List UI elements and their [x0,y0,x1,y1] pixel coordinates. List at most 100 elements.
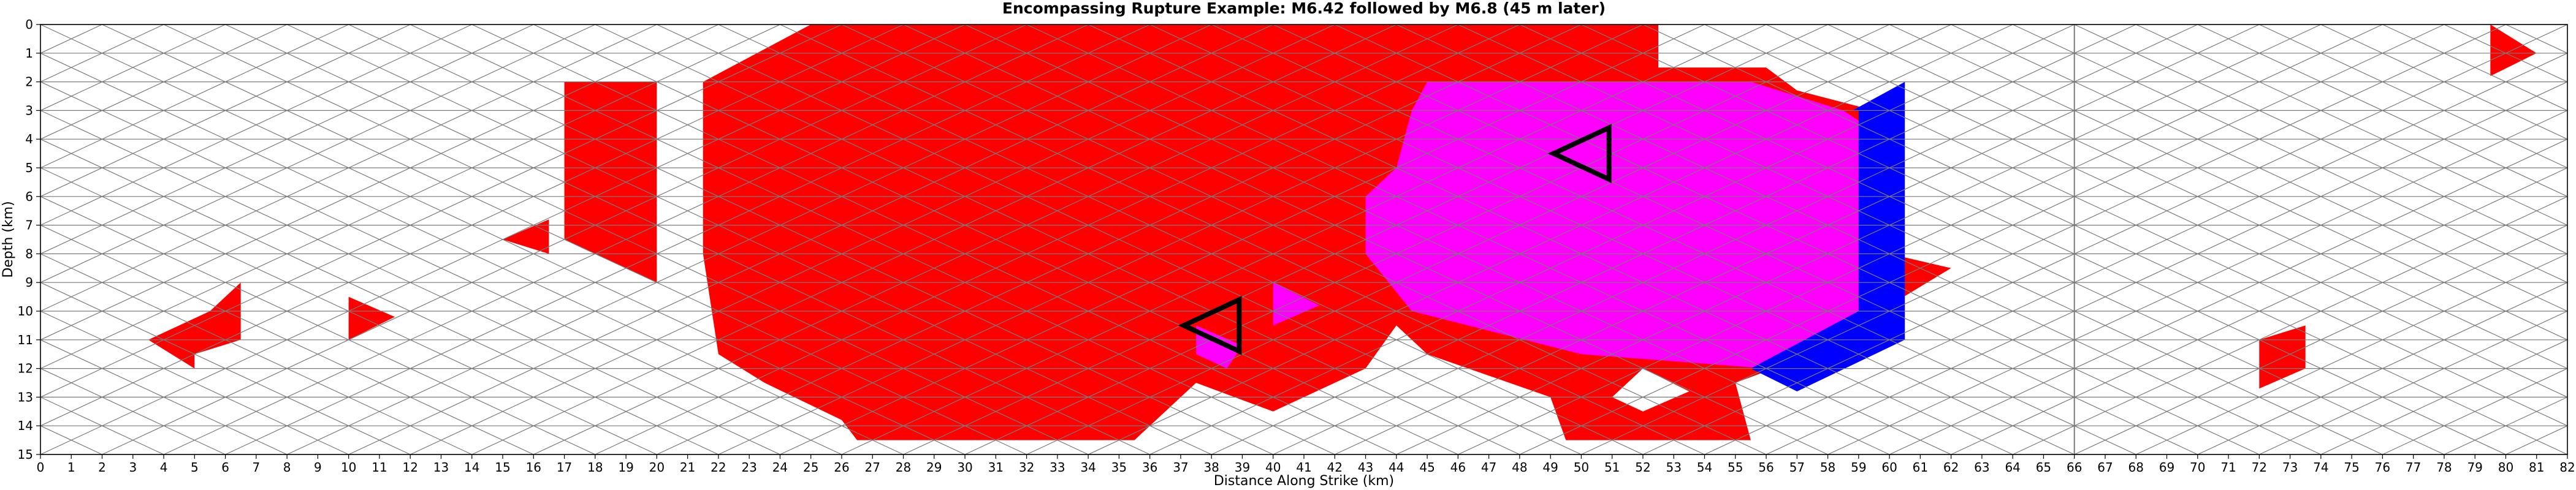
x-tick-label: 51 [1604,460,1620,475]
x-tick-label: 4 [160,460,168,475]
x-tick-label: 15 [495,460,510,475]
x-tick-label: 22 [711,460,726,475]
y-tick-label: 6 [25,189,33,204]
x-tick-label: 49 [1542,460,1558,475]
y-tick-label: 1 [25,46,33,61]
x-tick-label: 41 [1296,460,1311,475]
x-tick-label: 6 [221,460,229,475]
x-tick-label: 47 [1481,460,1496,475]
x-tick-label: 33 [1050,460,1065,475]
rupture-region-10 [1273,282,1320,326]
x-tick-label: 35 [1111,460,1127,475]
x-tick-label: 23 [741,460,756,475]
rupture-region-12 [1750,81,1905,391]
hypocenter-marker-2 [1547,124,1612,183]
x-tick-label: 2 [98,460,106,475]
x-tick-label: 70 [2190,460,2205,475]
x-tick-label: 9 [314,460,322,475]
x-tick-label: 48 [1512,460,1527,475]
x-tick-label: 74 [2313,460,2328,475]
x-tick-label: 58 [1820,460,1835,475]
x-tick-label: 28 [896,460,911,475]
x-tick-label: 18 [587,460,603,475]
x-tick-label: 20 [649,460,665,475]
x-tick-label: 31 [988,460,1004,475]
x-tick-label: 39 [1235,460,1250,475]
x-tick-label: 69 [2159,460,2174,475]
x-tick-label: 62 [1943,460,1959,475]
x-tick-label: 21 [680,460,695,475]
rupture-region-13 [1612,368,1690,412]
x-tick-label: 24 [772,460,788,475]
x-tick-label: 34 [1080,460,1096,475]
x-tick-label: 60 [1881,460,1897,475]
x-tick-label: 14 [464,460,479,475]
x-tick-label: 54 [1697,460,1712,475]
x-tick-label: 10 [341,460,356,475]
x-tick-label: 44 [1389,460,1404,475]
x-tick-label: 75 [2344,460,2359,475]
x-tick-label: 36 [1142,460,1157,475]
x-tick-label: 5 [191,460,199,475]
x-axis-label: Distance Along Strike (km) [1214,473,1394,489]
x-tick-label: 25 [803,460,818,475]
x-tick-label: 66 [2067,460,2082,475]
x-tick-label: 82 [2559,460,2575,475]
x-tick-label: 38 [1203,460,1219,475]
x-tick-label: 55 [1728,460,1743,475]
x-tick-label: 53 [1666,460,1681,475]
x-tick-label: 12 [402,460,417,475]
x-tick-label: 26 [834,460,849,475]
x-tick-label: 30 [957,460,972,475]
x-tick-label: 71 [2220,460,2236,475]
x-tick-label: 40 [1265,460,1281,475]
y-tick-label: 11 [18,333,33,347]
x-tick-label: 77 [2406,460,2421,475]
x-tick-label: 65 [2036,460,2051,475]
x-tick-label: 79 [2467,460,2482,475]
y-tick-label: 8 [25,246,33,261]
y-tick-label: 3 [25,103,33,118]
x-tick-label: 17 [557,460,572,475]
x-tick-label: 59 [1851,460,1866,475]
x-tick-label: 43 [1358,460,1373,475]
x-tick-label: 19 [618,460,633,475]
rupture-region-7 [2259,325,2306,389]
rupture-region-6 [1889,254,1951,306]
x-tick-label: 64 [2005,460,2020,475]
y-tick-label: 15 [18,447,33,462]
x-tick-label: 32 [1019,460,1034,475]
x-tick-label: 67 [2097,460,2113,475]
y-tick-label: 7 [25,218,33,233]
x-tick-label: 37 [1173,460,1188,475]
x-tick-label: 73 [2282,460,2298,475]
x-tick-label: 13 [433,460,449,475]
x-tick-label: 76 [2375,460,2390,475]
rupture-region-5 [503,219,549,254]
x-tick-label: 78 [2436,460,2452,475]
x-tick-label: 61 [1913,460,1928,475]
y-tick-label: 4 [25,132,33,146]
x-tick-label: 57 [1789,460,1805,475]
y-tick-label: 10 [18,304,33,318]
x-tick-label: 8 [283,460,291,475]
x-tick-label: 45 [1419,460,1435,475]
y-tick-label: 0 [25,17,33,32]
x-tick-label: 52 [1635,460,1650,475]
x-tick-label: 16 [526,460,541,475]
chart-title: Encompassing Rupture Example: M6.42 foll… [1002,0,1606,17]
hypocenter-marker-1 [1178,296,1242,355]
y-axis-label: Depth (km) [1,201,16,277]
x-tick-label: 81 [2529,460,2544,475]
x-tick-label: 3 [129,460,137,475]
x-tick-label: 72 [2252,460,2267,475]
y-tick-label: 14 [18,418,33,433]
x-tick-label: 7 [253,460,261,475]
x-tick-label: 0 [37,460,45,475]
x-tick-label: 80 [2498,460,2513,475]
x-tick-label: 46 [1450,460,1466,475]
y-tick-label: 9 [25,275,33,290]
x-tick-label: 68 [2128,460,2144,475]
x-tick-label: 56 [1758,460,1774,475]
